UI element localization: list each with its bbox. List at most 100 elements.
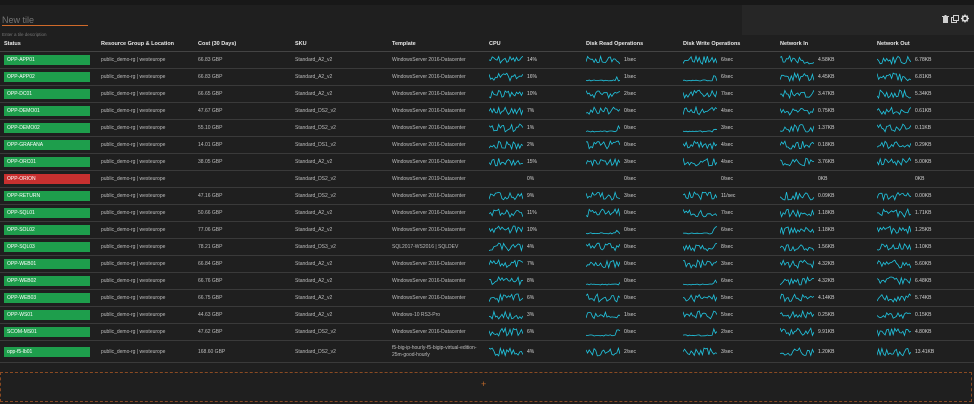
table-row[interactable]: OPP-RETURN public_demo-rg | westeurope 47.… <box>0 187 974 205</box>
cost-text: 78.21 GBP <box>198 244 223 250</box>
net-in-cell: 4.14KB <box>776 289 873 307</box>
table-row[interactable]: OPP-APP02 public_demo-rg | westeurope 66.8… <box>0 68 974 86</box>
read-value: 0/sec <box>624 295 636 301</box>
net-in-value: 1.56KB <box>818 244 835 250</box>
sku-text: Standard_A2_v2 <box>295 91 333 97</box>
column-header[interactable]: Network In <box>776 36 873 52</box>
tile-description-input[interactable] <box>2 31 122 37</box>
net-in-cell: 1.18KB <box>776 221 873 239</box>
column-header[interactable]: Disk Write Operations <box>679 36 776 52</box>
table-row[interactable]: OPP-SOL02 public_demo-rg | westeurope 77.0… <box>0 221 974 239</box>
table-row[interactable]: OPP-DEMO02 public_demo-rg | westeurope 55.… <box>0 119 974 137</box>
status-badge[interactable]: OPP-APP02 <box>4 72 90 82</box>
status-badge[interactable]: OPP-DEMO01 <box>4 106 90 116</box>
table-row[interactable]: OPP-WS01 public_demo-rg | westeurope 44.63… <box>0 306 974 324</box>
column-header[interactable]: Cost (30 Days) <box>194 36 291 52</box>
metric-group: 1/sec <box>586 310 679 320</box>
status-badge[interactable]: opp-f5-lb01 <box>4 346 90 357</box>
column-header[interactable]: SKU <box>291 36 388 52</box>
status-badge[interactable]: OPP-SQL01 <box>4 208 90 218</box>
column-header[interactable]: Template <box>388 36 485 52</box>
status-badge[interactable]: OPP-ORC01 <box>4 157 90 167</box>
status-badge[interactable]: OPP-WEB01 <box>4 259 90 269</box>
table-row[interactable]: OPP-SQL03 public_demo-rg | westeurope 78.2… <box>0 238 974 256</box>
table-row[interactable]: OPP-GRAFANA public_demo-rg | westeurope 14… <box>0 136 974 154</box>
sparkline-path <box>586 124 620 133</box>
resource-group-cell: public_demo-rg | westeurope <box>97 85 194 103</box>
status-badge[interactable]: OPP-SQL03 <box>4 242 90 252</box>
column-header[interactable]: CPU <box>485 36 582 52</box>
metric-group: 6/sec <box>683 276 776 286</box>
sparkline-read <box>586 157 620 167</box>
sku-text: Standard_DS2_v2 <box>295 348 336 355</box>
net-out-value: 1.71KB <box>915 210 932 216</box>
cpu-cell: 6% <box>485 289 582 307</box>
table-row[interactable]: OPP-WEB03 public_demo-rg | westeurope 66.7… <box>0 289 974 307</box>
write-cell: 5/sec <box>679 289 776 307</box>
tile-title-input[interactable] <box>2 15 88 26</box>
sparkline-path <box>586 157 620 167</box>
write-cell: 8/sec <box>679 238 776 256</box>
sparkline-cpu <box>489 242 523 252</box>
resource-group-text: public_demo-rg | westeurope <box>101 74 166 80</box>
metric-group: 1.18KB <box>780 225 873 235</box>
add-tile-button[interactable]: + <box>481 379 487 389</box>
sparkline-path <box>877 346 911 357</box>
table-row[interactable]: OPP-SQL01 public_demo-rg | westeurope 50.6… <box>0 204 974 222</box>
net-out-cell: 6.81KB <box>873 68 974 86</box>
table-row[interactable]: OPP-APP01 public_demo-rg | westeurope 66.8… <box>0 51 974 69</box>
status-badge[interactable]: OPP-DC01 <box>4 89 90 99</box>
status-badge[interactable]: OPP-WEB03 <box>4 293 90 303</box>
table-row[interactable]: OPP-ORC01 public_demo-rg | westeurope 38.0… <box>0 153 974 171</box>
net-out-cell: 1.10KB <box>873 238 974 256</box>
status-badge[interactable]: OPP-APP01 <box>4 55 90 65</box>
sparkline-path <box>780 124 814 133</box>
sparkline-net-in <box>780 124 814 133</box>
net-in-value: 3.76KB <box>818 159 835 165</box>
status-badge[interactable]: OPP-SOL02 <box>4 225 90 235</box>
cpu-value: 3% <box>527 312 535 318</box>
write-value: 3/sec <box>721 261 733 267</box>
table-row[interactable]: OPP-WEB02 public_demo-rg | westeurope 66.7… <box>0 272 974 290</box>
metric-group: 3/sec <box>586 191 679 201</box>
copy-icon[interactable] <box>951 14 959 23</box>
sparkline-cpu <box>489 123 523 133</box>
table-row[interactable]: opp-f5-lb01 public_demo-rg | westeurope 16… <box>0 340 974 363</box>
sparkline-read <box>586 282 620 286</box>
sku-cell: Standard_DS1_v2 <box>291 136 388 154</box>
trash-icon[interactable] <box>941 14 949 23</box>
sparkline-path <box>489 55 523 64</box>
status-badge[interactable]: OPP-GRAFANA <box>4 140 90 150</box>
sparkline-path <box>780 244 814 252</box>
net-in-value: 1.37KB <box>818 125 835 131</box>
gear-icon[interactable] <box>961 14 969 23</box>
sparkline-path <box>780 72 814 82</box>
status-badge[interactable]: OPP-RETURN <box>4 191 90 201</box>
write-value: 5/sec <box>721 312 733 318</box>
metric-group: 0.25KB <box>780 310 873 320</box>
cpu-value: 16% <box>527 74 538 80</box>
status-badge[interactable]: OPP-WS01 <box>4 310 90 320</box>
sparkline-path <box>683 55 717 65</box>
status-badge[interactable]: OPP-DEMO02 <box>4 123 90 133</box>
table-row[interactable]: OPP-ORION public_demo-rg | westeurope Stan… <box>0 170 974 188</box>
net-out-value: 6.78KB <box>915 57 932 63</box>
read-cell: 0/sec <box>582 102 679 120</box>
column-header[interactable]: Disk Read Operations <box>582 36 679 52</box>
status-badge[interactable]: OPP-WEB02 <box>4 276 90 286</box>
write-value: 6/sec <box>721 57 733 63</box>
column-header[interactable]: Resource Group & Location <box>97 36 194 52</box>
status-badge[interactable]: SCOM-MS01 <box>4 327 90 337</box>
sparkline-cpu <box>489 208 523 218</box>
status-badge[interactable]: OPP-ORION <box>4 174 90 184</box>
table-row[interactable]: OPP-DEMO01 public_demo-rg | westeurope 47.… <box>0 102 974 120</box>
net-in-value: 1.18KB <box>818 227 835 233</box>
column-header[interactable]: Status <box>0 36 97 52</box>
table-row[interactable]: SCOM-MS01 public_demo-rg | westeurope 47.6… <box>0 323 974 341</box>
read-cell: 0/sec <box>582 119 679 137</box>
table-row[interactable]: OPP-DC01 public_demo-rg | westeurope 66.65… <box>0 85 974 103</box>
sparkline-path <box>489 225 523 235</box>
column-header[interactable]: Network Out <box>873 36 974 52</box>
table-row[interactable]: OPP-WEB01 public_demo-rg | westeurope 66.8… <box>0 255 974 273</box>
sparkline-net-in <box>780 293 814 303</box>
